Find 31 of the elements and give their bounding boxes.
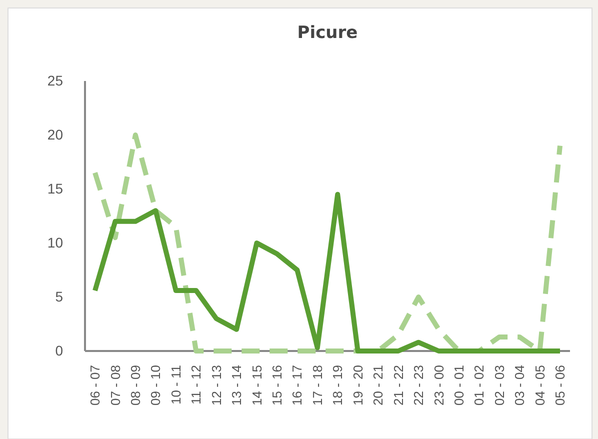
x-tick-label: 02 - 03 (492, 365, 507, 406)
x-tick-label: 14 - 15 (249, 365, 264, 406)
x-tick-label: 13 - 14 (229, 365, 244, 406)
x-tick-label: 15 - 16 (270, 365, 285, 406)
x-tick-label: 19 - 20 (350, 365, 366, 406)
y-tick-label: 0 (55, 342, 64, 358)
x-tick-label: 05 - 06 (552, 365, 568, 406)
y-tick-label: 5 (55, 288, 64, 304)
x-tick-label: 18 - 19 (330, 365, 346, 406)
x-tick-label: 17 - 18 (310, 365, 325, 406)
y-tick-label: 15 (47, 180, 64, 196)
y-tick-label: 25 (47, 72, 64, 88)
x-tick-label: 03 - 04 (512, 365, 528, 406)
x-tick-label: 12 - 13 (208, 365, 224, 406)
x-tick-label: 01 - 02 (472, 365, 487, 406)
x-tick-label: 08 - 09 (128, 365, 143, 406)
y-tick-label: 20 (47, 126, 64, 142)
x-tick-label: 20 - 21 (370, 365, 386, 406)
x-tick-label: 06 - 07 (88, 365, 103, 406)
x-tick-label: 09 - 10 (148, 365, 164, 406)
x-tick-label: 07 - 08 (108, 365, 123, 406)
x-tick-label: 04 - 05 (532, 365, 548, 406)
x-tick-label: 10 - 11 (168, 365, 184, 405)
x-tick-label: 22 - 23 (411, 365, 426, 406)
x-tick-label: 21 - 22 (390, 365, 406, 406)
y-tick-label: 10 (47, 234, 64, 250)
x-tick-label: 11 - 12 (188, 365, 204, 405)
chart-title: Picure (297, 23, 358, 43)
x-tick-label: 23 - 00 (431, 365, 446, 406)
x-tick-label: 00 - 01 (451, 365, 466, 406)
x-tick-label: 16 - 17 (290, 365, 305, 406)
